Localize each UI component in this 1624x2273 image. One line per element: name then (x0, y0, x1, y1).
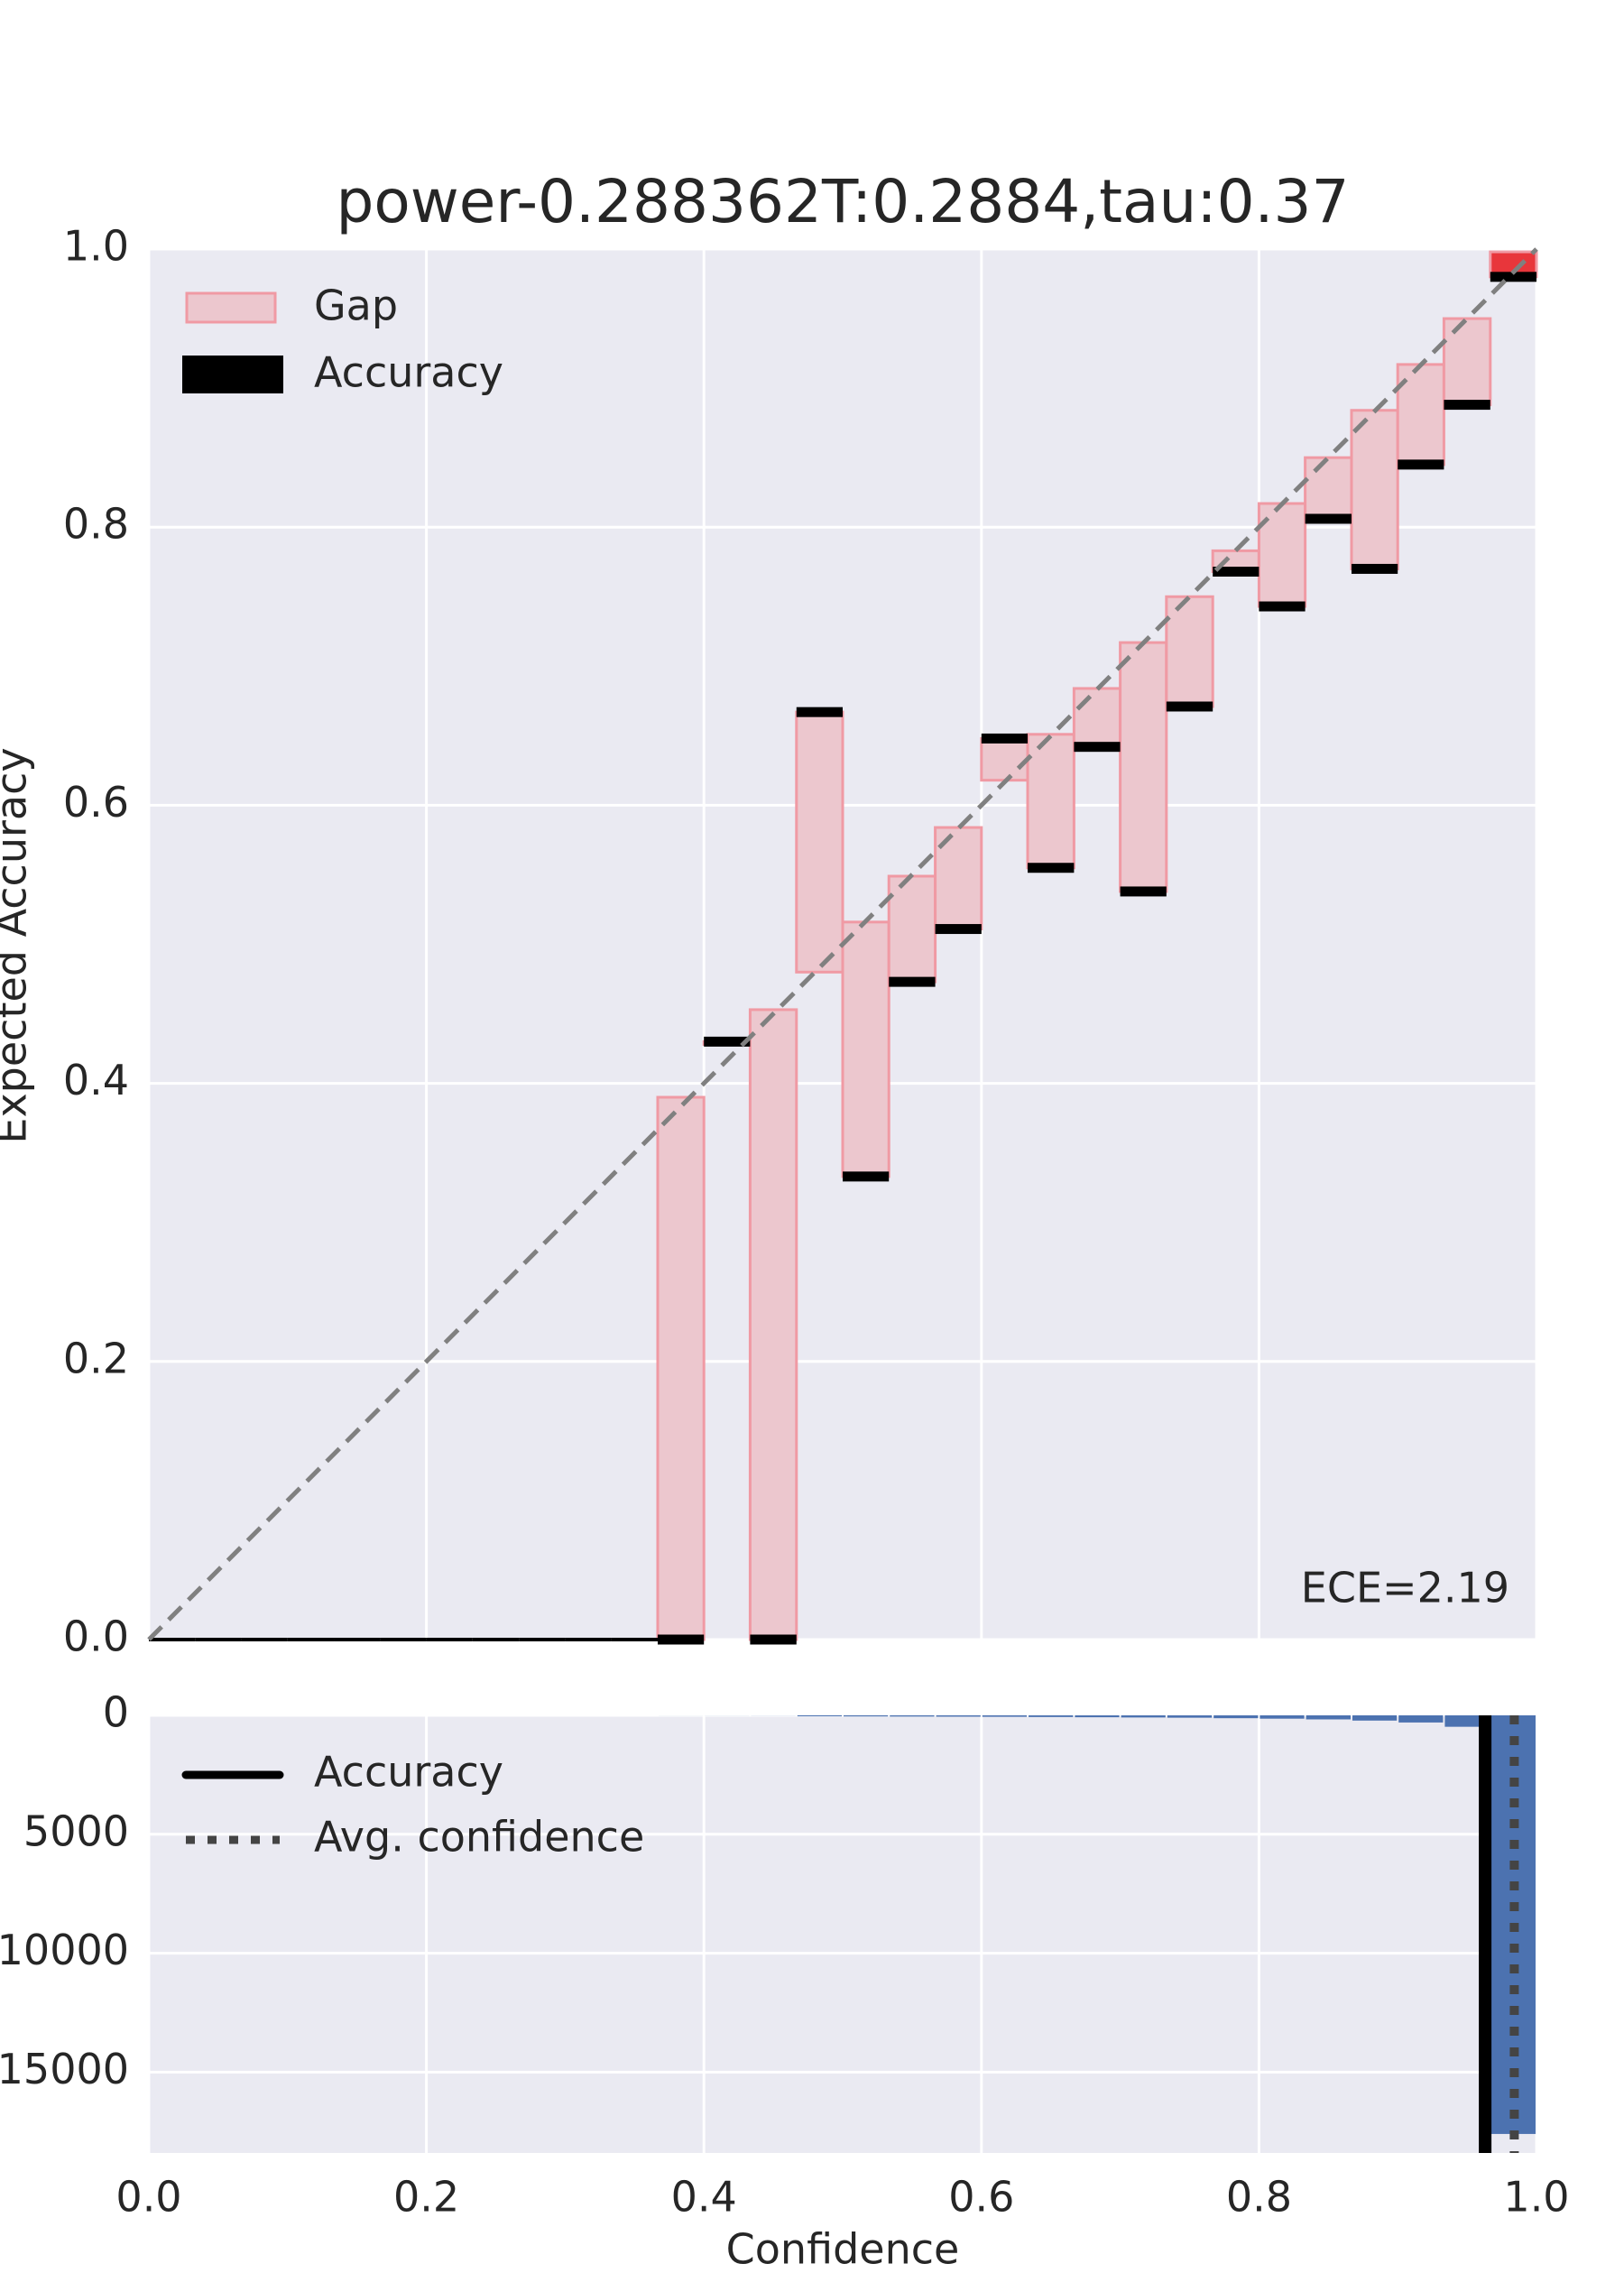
accuracy-mark (1213, 567, 1260, 577)
gap-bar (1026, 733, 1075, 870)
y-axis-label: Expected Accuracy (0, 747, 36, 1143)
gap-bar (887, 874, 937, 984)
x-axis-label: Confidence (726, 2225, 960, 2273)
histogram-bar (1260, 1715, 1305, 1719)
y-tick-label: 5000 (23, 1806, 129, 1855)
y-tick-label: 1.0 (63, 222, 129, 271)
accuracy-mark (1398, 459, 1444, 470)
accuracy-mark (843, 1171, 890, 1182)
accuracy-mark (1120, 886, 1167, 897)
accuracy-mark (1444, 400, 1490, 411)
accuracy-mark (565, 1638, 612, 1641)
y-tick-label: 0.8 (63, 500, 129, 549)
accuracy-mark (704, 1036, 751, 1047)
gap-bar (1350, 409, 1399, 570)
legend-swatch (182, 356, 283, 393)
x-tick-label: 0.4 (671, 2173, 737, 2222)
accuracy-mark (889, 976, 936, 987)
histogram-bar (982, 1715, 1028, 1717)
y-tick-label: 0 (103, 1688, 129, 1737)
accuracy-mark (1074, 742, 1121, 753)
accuracy-mark (334, 1638, 381, 1641)
x-tick-label: 1.0 (1503, 2173, 1569, 2222)
annotation: ECE=2.19 (1301, 1564, 1509, 1612)
legend-label: Avg. confidence (314, 1813, 644, 1862)
gap-bar (656, 1095, 706, 1641)
x-tick-label: 0.0 (115, 2173, 181, 2222)
accuracy-mark (380, 1638, 427, 1641)
accuracy-mark (1351, 563, 1398, 574)
legend-label: Accuracy (314, 348, 503, 397)
accuracy-mark (1305, 513, 1352, 524)
histogram-bar (1352, 1715, 1398, 1721)
accuracy-mark (287, 1638, 335, 1641)
accuracy-mark (519, 1638, 566, 1641)
x-tick-label: 0.6 (948, 2173, 1014, 2222)
accuracy-mark (241, 1638, 288, 1641)
accuracy-mark (1166, 701, 1213, 712)
histogram-bar (1075, 1715, 1120, 1718)
histogram-bar (890, 1715, 935, 1717)
accuracy-mark (750, 1634, 797, 1645)
accuracy-mark (935, 924, 982, 935)
accuracy-mark (1259, 601, 1306, 612)
histogram-bar (1306, 1715, 1351, 1720)
y-tick-label: 0.0 (63, 1612, 129, 1661)
y-tick-label: 0.4 (63, 1056, 129, 1104)
histogram-bar (844, 1715, 889, 1717)
accuracy-mark (149, 1638, 196, 1641)
histogram-bar (1444, 1715, 1490, 1727)
legend-label: Gap (314, 282, 398, 330)
accuracy-mark (426, 1638, 473, 1641)
histogram-bar (936, 1715, 981, 1717)
accuracy-mark (611, 1638, 658, 1641)
gap-bar (1119, 641, 1168, 893)
gap-bar (795, 710, 844, 974)
gap-bar (1072, 687, 1122, 749)
gap-bar (841, 920, 890, 1178)
x-tick-label: 0.8 (1226, 2173, 1292, 2222)
x-tick-label: 0.2 (393, 2173, 459, 2222)
gap-bar (980, 736, 1029, 782)
plot-background (149, 1715, 1536, 2153)
gap-bar (748, 1008, 798, 1641)
accuracy-mark (657, 1634, 705, 1645)
y-tick-label: 0.2 (63, 1334, 129, 1382)
histogram-bar (1029, 1715, 1074, 1717)
y-tick-label: 10000 (0, 1926, 129, 1974)
histogram-bar (797, 1715, 842, 1717)
y-tick-label: 15000 (0, 2045, 129, 2093)
gap-bar (1442, 317, 1492, 407)
chart-title: power-0.288362T:0.2884,tau:0.37 (336, 167, 1349, 236)
histogram-bar (1121, 1715, 1166, 1718)
accuracy-mark (1490, 272, 1536, 282)
gap-bar (1304, 456, 1353, 521)
legend-label: Accuracy (314, 1748, 503, 1797)
histogram-bar (1167, 1715, 1213, 1718)
y-tick-label: 0.6 (63, 778, 129, 827)
legend-swatch (185, 291, 277, 324)
reference-line (147, 247, 1538, 1641)
accuracy-mark (796, 707, 843, 717)
gap-bar (1165, 595, 1214, 708)
accuracy-mark (195, 1638, 242, 1641)
histogram-bar (1213, 1715, 1259, 1719)
histogram-bar (1398, 1715, 1444, 1723)
accuracy-mark (472, 1638, 520, 1641)
accuracy-mark (1028, 863, 1075, 873)
accuracy-mark (981, 733, 1029, 744)
